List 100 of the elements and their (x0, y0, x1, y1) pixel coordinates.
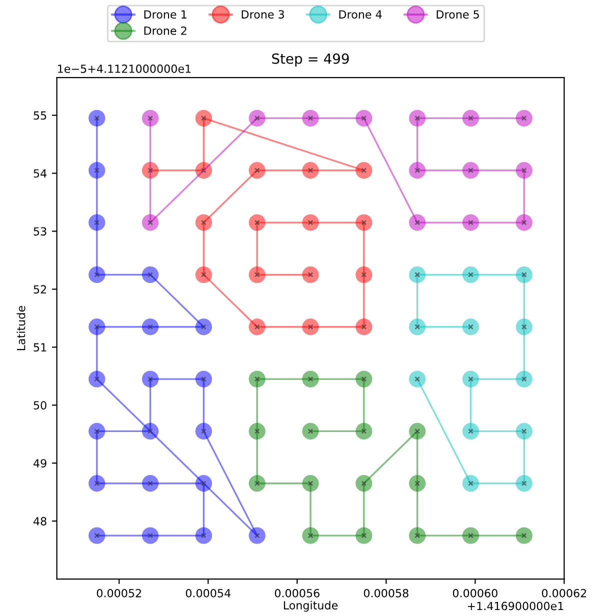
point (462, 318, 480, 336)
point (408, 110, 426, 127)
point (248, 422, 266, 440)
point (408, 318, 426, 336)
point (248, 162, 266, 179)
point (462, 214, 480, 231)
point (302, 370, 319, 388)
point (142, 214, 159, 231)
point (248, 110, 266, 127)
point (516, 162, 532, 179)
legend-label: Drone 2 (144, 26, 186, 35)
point (302, 527, 319, 544)
point (462, 370, 480, 388)
point (88, 266, 106, 284)
point (248, 266, 266, 284)
point (142, 422, 159, 440)
y-tick-label: 52 (34, 285, 46, 294)
x-tick-label: 0.00056 (274, 588, 320, 598)
point (88, 214, 106, 231)
point (356, 527, 372, 544)
point (408, 162, 426, 179)
point (195, 475, 212, 492)
x-tick-label: 0.00052 (96, 588, 141, 598)
point (142, 266, 159, 284)
point (195, 422, 212, 440)
point (195, 318, 212, 336)
point (408, 370, 426, 388)
point (302, 422, 319, 440)
text: +1.416900000e1 (468, 602, 564, 610)
point (88, 162, 106, 179)
point (408, 214, 426, 231)
point (88, 318, 106, 336)
point (516, 475, 532, 492)
point (408, 422, 426, 440)
point (248, 527, 266, 544)
point (195, 110, 212, 127)
y-axis-title: Latitude (16, 306, 26, 350)
legend-label: Drone 4 (339, 10, 382, 19)
point (356, 162, 372, 179)
point (195, 370, 212, 388)
point (408, 266, 426, 284)
point (195, 527, 212, 544)
point (88, 110, 106, 127)
legend-label: Drone 3 (242, 10, 284, 19)
x-axis-title: Longitude (284, 600, 338, 612)
point (248, 370, 266, 388)
y-tick-label: 53 (34, 227, 46, 236)
point (248, 475, 266, 492)
point (142, 527, 159, 544)
point (516, 214, 532, 231)
point (516, 527, 532, 544)
point (462, 475, 480, 492)
y-tick-label: 55 (34, 111, 46, 120)
y-tick-label: 50 (34, 401, 46, 410)
x-tick-label: 0.00062 (542, 588, 586, 598)
x-tick-label: 0.00058 (364, 588, 408, 598)
y-tick-label: 49 (34, 459, 46, 468)
point (516, 110, 532, 127)
point (142, 110, 159, 127)
point (88, 527, 106, 544)
point (302, 162, 319, 179)
point (195, 214, 212, 231)
point (88, 370, 106, 388)
point (516, 318, 532, 336)
point (462, 162, 480, 179)
point (195, 266, 212, 284)
y-tick-label: 51 (34, 343, 46, 352)
chart-title: Step = 499 (272, 53, 349, 67)
point (356, 422, 372, 440)
point (195, 162, 212, 179)
point (516, 370, 532, 388)
x-tick-label: 0.00060 (452, 588, 498, 598)
legend-label: Drone 5 (436, 10, 479, 19)
point (248, 318, 266, 336)
point (248, 214, 266, 231)
point (462, 422, 480, 440)
x-tick-label: 0.00054 (186, 588, 230, 598)
text: 1e−5+4.1121000000e1 (58, 64, 191, 73)
point (408, 527, 426, 544)
point (142, 162, 159, 179)
point (462, 527, 480, 544)
y-tick-label: 48 (34, 517, 46, 526)
point (142, 475, 159, 492)
point (356, 214, 372, 231)
point (142, 318, 159, 336)
point (356, 110, 372, 127)
point (356, 370, 372, 388)
point (88, 422, 106, 440)
point (356, 266, 372, 284)
point (408, 475, 426, 492)
legend-label: Drone 1 (144, 10, 186, 19)
point (302, 475, 319, 492)
point (462, 266, 480, 284)
point (88, 475, 106, 492)
point (302, 110, 319, 127)
point (142, 370, 159, 388)
y-tick-label: 54 (34, 169, 46, 178)
point (302, 214, 319, 231)
point (516, 266, 532, 284)
point (356, 475, 372, 492)
